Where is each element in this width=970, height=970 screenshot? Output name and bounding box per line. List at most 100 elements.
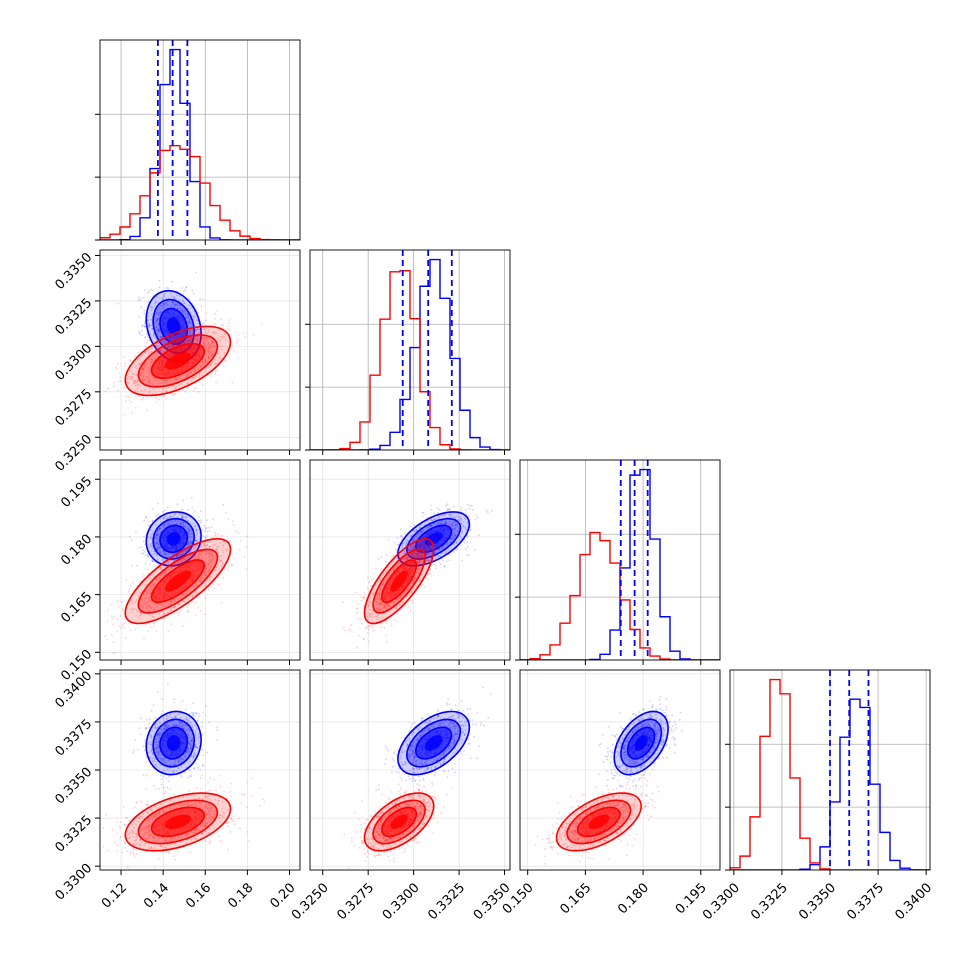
scatter-point	[187, 527, 190, 529]
scatter-point	[400, 528, 402, 531]
scatter-point	[183, 312, 186, 314]
scatter-point	[167, 630, 170, 632]
scatter-point	[150, 588, 153, 591]
scatter-point	[395, 607, 397, 609]
scatter-point	[120, 626, 123, 629]
scatter-point	[396, 620, 399, 623]
scatter-point	[123, 356, 125, 358]
scatter-point	[450, 547, 452, 550]
scatter-point	[181, 559, 184, 561]
scatter-point	[449, 538, 452, 540]
scatter-point	[206, 519, 208, 521]
scatter-point	[167, 611, 170, 614]
scatter-point	[141, 599, 144, 601]
scatter-point	[418, 557, 421, 560]
scatter-point	[171, 566, 174, 569]
scatter-point	[164, 570, 167, 573]
scatter-point	[141, 377, 144, 380]
scatter-point	[210, 554, 213, 556]
scatter-point	[89, 646, 91, 648]
scatter-point	[162, 524, 165, 526]
scatter-point	[237, 356, 240, 359]
scatter-point	[385, 620, 387, 622]
scatter-point	[150, 547, 153, 549]
scatter-point	[131, 608, 133, 611]
scatter-point	[185, 374, 188, 377]
scatter-point	[407, 549, 410, 552]
scatter-point	[176, 294, 178, 297]
scatter-point	[407, 549, 410, 551]
scatter-point	[178, 384, 181, 387]
scatter-point	[121, 609, 124, 612]
scatter-point	[143, 309, 146, 312]
scatter-point	[450, 523, 452, 526]
scatter-point	[429, 545, 432, 548]
scatter-point	[199, 579, 201, 582]
scatter-point	[128, 400, 131, 402]
scatter-point	[442, 559, 444, 562]
scatter-point	[232, 524, 235, 527]
scatter-point	[144, 597, 147, 599]
scatter-point	[200, 577, 203, 580]
scatter-point	[453, 532, 456, 534]
scatter-point	[172, 565, 175, 567]
scatter-point	[145, 601, 147, 603]
scatter-point	[231, 381, 234, 384]
scatter-point	[186, 336, 189, 339]
scatter-point	[206, 339, 209, 342]
scatter-point	[442, 522, 444, 525]
scatter-point	[158, 351, 161, 354]
scatter-point	[181, 508, 184, 511]
scatter-point	[222, 563, 224, 566]
scatter-point	[445, 560, 448, 563]
scatter-point	[148, 587, 151, 590]
scatter-point	[182, 321, 184, 324]
scatter-point	[425, 540, 427, 542]
scatter-point	[437, 554, 439, 557]
scatter-point	[135, 531, 137, 533]
scatter-point	[155, 319, 158, 322]
scatter-point	[401, 544, 404, 547]
scatter-point	[153, 608, 156, 611]
scatter-point	[398, 604, 401, 607]
scatter-point	[146, 409, 149, 412]
scatter-point	[153, 552, 156, 555]
scatter-point	[153, 553, 156, 555]
scatter-point	[188, 543, 191, 546]
scatter-point	[147, 598, 150, 600]
scatter-point	[415, 529, 418, 532]
scatter-point	[180, 561, 183, 563]
scatter-point	[200, 577, 203, 579]
scatter-point	[142, 371, 145, 374]
scatter-point	[188, 533, 191, 536]
scatter-point	[168, 569, 171, 571]
scatter-point	[173, 378, 176, 380]
scatter-point	[207, 562, 210, 565]
scatter-point	[194, 554, 197, 557]
scatter-point	[161, 510, 164, 513]
scatter-point	[160, 567, 163, 569]
scatter-point	[158, 577, 161, 580]
scatter-point	[176, 555, 178, 557]
scatter-point	[461, 559, 463, 562]
scatter-point	[221, 337, 224, 340]
scatter-point	[194, 540, 197, 542]
scatter-point	[144, 543, 147, 546]
scatter-point	[151, 308, 154, 310]
scatter-point	[170, 515, 172, 518]
scatter-point	[190, 532, 193, 535]
scatter-point	[174, 303, 177, 305]
scatter-point	[383, 626, 386, 629]
scatter-point	[136, 564, 138, 567]
scatter-point	[169, 516, 172, 518]
scatter-point	[143, 388, 146, 391]
scatter-point	[434, 518, 436, 520]
scatter-point	[417, 552, 420, 555]
scatter-point	[171, 344, 174, 347]
scatter-point	[220, 554, 222, 557]
scatter-point	[243, 348, 246, 351]
scatter-point	[188, 318, 191, 321]
scatter-point	[177, 308, 179, 310]
scatter-point	[162, 524, 165, 527]
scatter-point	[149, 592, 152, 595]
